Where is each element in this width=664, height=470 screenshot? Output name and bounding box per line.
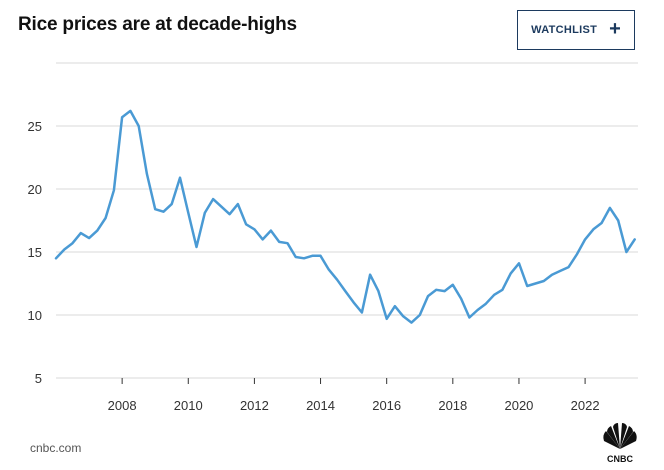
logo-text: CNBC <box>607 454 633 464</box>
x-tick-label: 2012 <box>240 398 269 413</box>
y-tick-label: 25 <box>28 119 42 134</box>
cnbc-peacock-logo: CNBC <box>603 423 637 464</box>
series-line <box>54 109 636 324</box>
x-axis-ticks: 2008 2010 2012 2014 2016 2018 2020 2022 <box>108 378 600 413</box>
x-tick-label: 2016 <box>372 398 401 413</box>
x-tick-label: 2018 <box>438 398 467 413</box>
chart-title: Rice prices are at decade-highs <box>18 14 297 35</box>
watchlist-label: WATCHLIST <box>531 24 598 36</box>
x-tick-label: 2010 <box>174 398 203 413</box>
y-tick-label: 20 <box>28 182 42 197</box>
source-label: cnbc.com <box>30 441 82 455</box>
x-tick-label: 2022 <box>571 398 600 413</box>
y-axis-ticks: 5 10 15 20 25 <box>28 119 42 386</box>
series-layer <box>54 109 636 324</box>
grid-lines <box>56 62 638 379</box>
y-tick-label: 5 <box>35 371 42 386</box>
x-tick-label: 2020 <box>504 398 533 413</box>
x-tick-label: 2014 <box>306 398 335 413</box>
y-tick-label: 15 <box>28 245 42 260</box>
plus-icon: + <box>609 18 621 40</box>
x-tick-label: 2008 <box>108 398 137 413</box>
y-tick-label: 10 <box>28 308 42 323</box>
watchlist-button[interactable]: WATCHLIST + <box>517 10 635 50</box>
